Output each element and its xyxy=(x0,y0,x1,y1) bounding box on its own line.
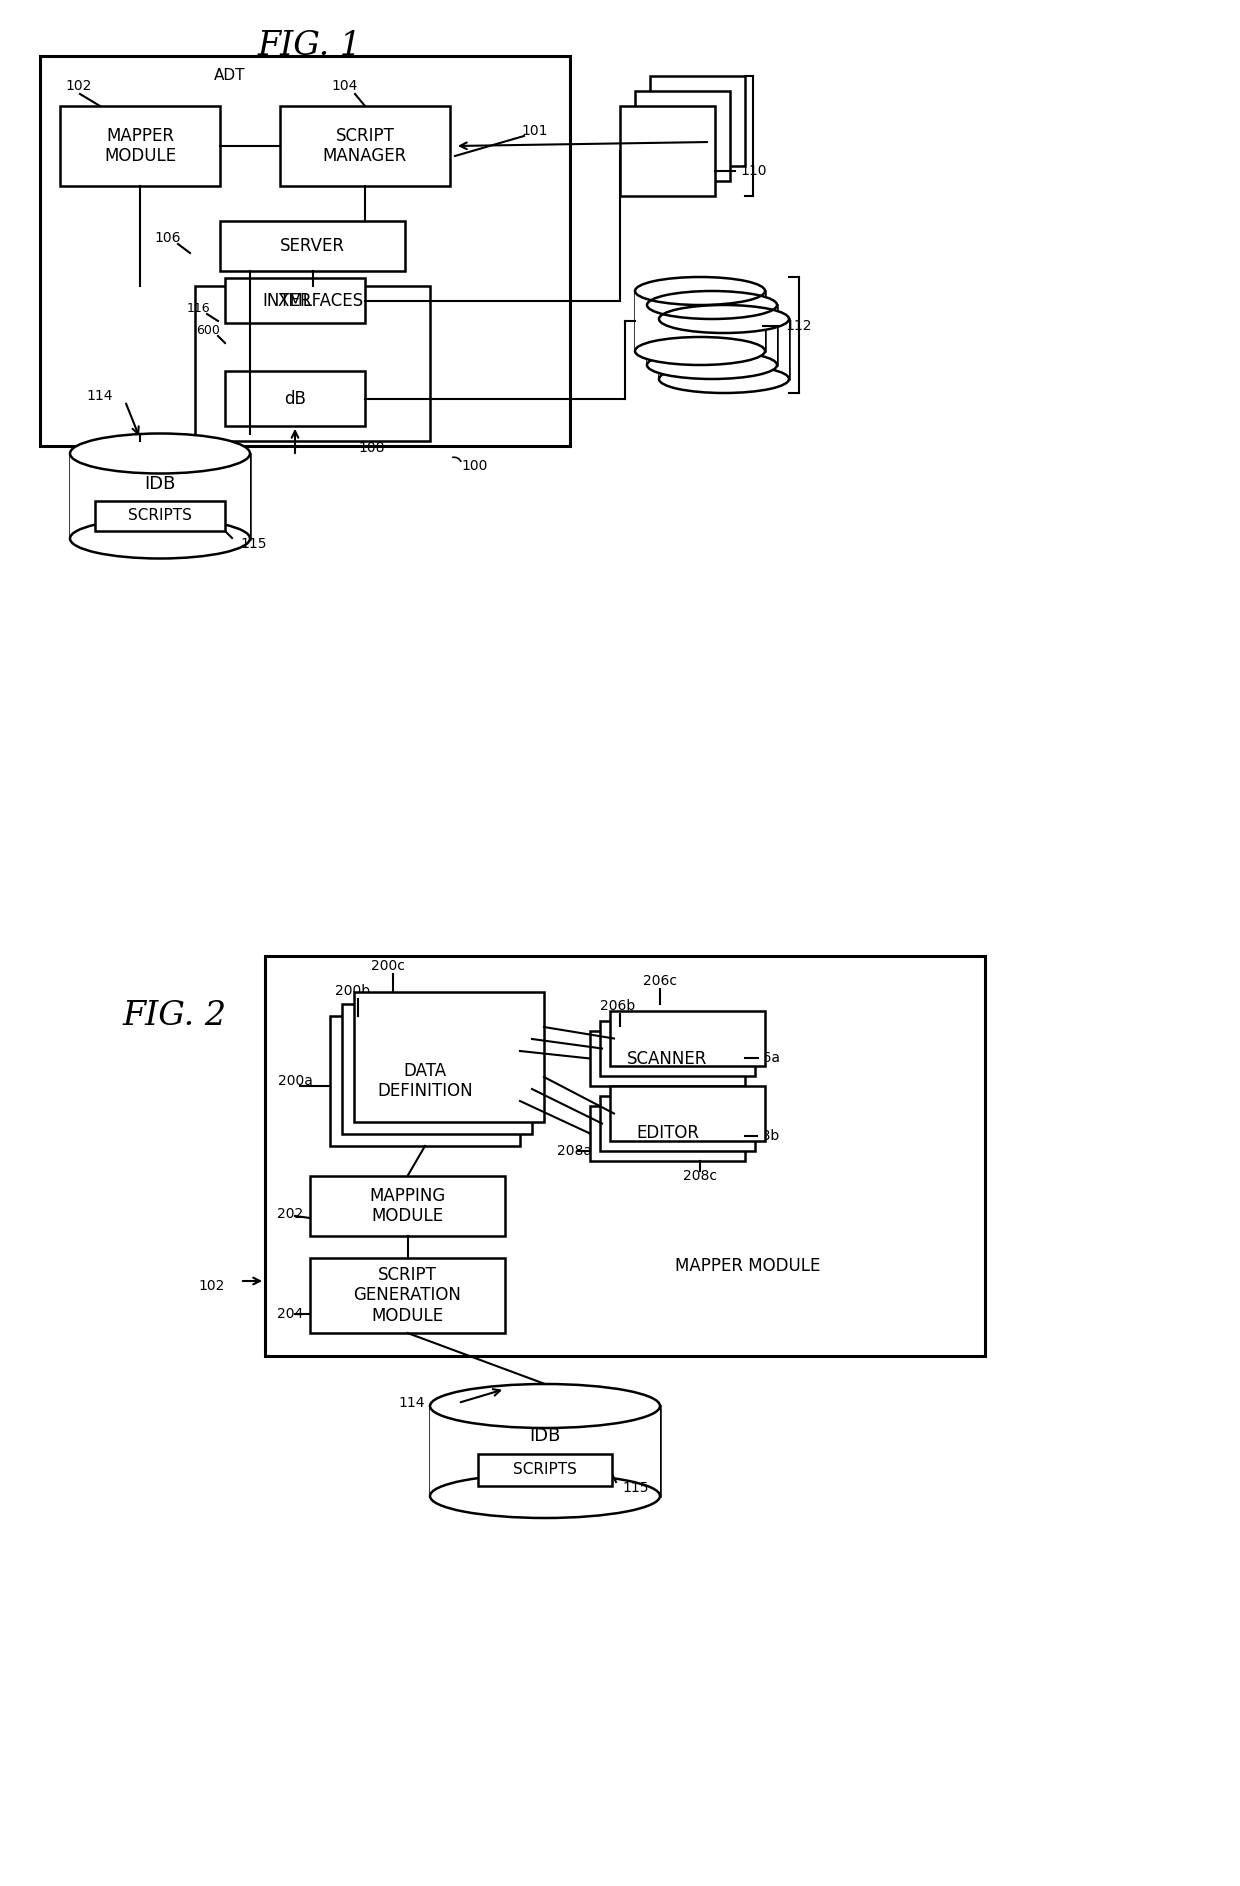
FancyBboxPatch shape xyxy=(590,1032,745,1086)
Text: 108: 108 xyxy=(358,441,386,455)
Text: 206a: 206a xyxy=(745,1051,780,1066)
Text: 116: 116 xyxy=(186,302,210,315)
Ellipse shape xyxy=(430,1475,660,1518)
Text: 208a: 208a xyxy=(557,1145,591,1158)
FancyBboxPatch shape xyxy=(658,319,789,379)
Ellipse shape xyxy=(430,1384,660,1428)
Ellipse shape xyxy=(647,290,777,319)
Text: 114: 114 xyxy=(87,389,113,404)
FancyBboxPatch shape xyxy=(647,306,777,366)
Text: SCRIPT
MANAGER: SCRIPT MANAGER xyxy=(322,126,407,166)
Text: XML: XML xyxy=(278,292,312,309)
FancyBboxPatch shape xyxy=(195,287,430,441)
FancyBboxPatch shape xyxy=(224,277,365,323)
Text: 112: 112 xyxy=(785,319,811,334)
Text: IDB: IDB xyxy=(529,1428,560,1445)
Text: 100: 100 xyxy=(461,458,489,473)
Text: 106: 106 xyxy=(155,230,181,245)
FancyBboxPatch shape xyxy=(40,57,570,445)
FancyBboxPatch shape xyxy=(635,91,730,181)
Text: dB: dB xyxy=(284,390,306,407)
Text: FIG. 1: FIG. 1 xyxy=(258,30,362,62)
Text: 104: 104 xyxy=(332,79,358,92)
FancyBboxPatch shape xyxy=(265,956,985,1356)
Text: 600: 600 xyxy=(196,324,219,338)
FancyBboxPatch shape xyxy=(310,1258,505,1333)
Text: 200c: 200c xyxy=(371,958,405,973)
Text: 206c: 206c xyxy=(644,973,677,988)
Text: 208b: 208b xyxy=(744,1130,780,1143)
Text: SCRIPTS: SCRIPTS xyxy=(128,509,192,524)
FancyBboxPatch shape xyxy=(330,1017,520,1147)
FancyBboxPatch shape xyxy=(610,1011,765,1066)
Text: INTERFACES: INTERFACES xyxy=(262,292,363,309)
FancyBboxPatch shape xyxy=(60,106,219,187)
Text: 102: 102 xyxy=(198,1279,224,1294)
FancyBboxPatch shape xyxy=(353,992,544,1122)
Ellipse shape xyxy=(69,434,250,473)
FancyBboxPatch shape xyxy=(342,1003,532,1133)
Text: MAPPER MODULE: MAPPER MODULE xyxy=(675,1256,820,1275)
Ellipse shape xyxy=(635,338,765,366)
Ellipse shape xyxy=(635,277,765,306)
Text: SCRIPTS: SCRIPTS xyxy=(513,1462,577,1477)
FancyBboxPatch shape xyxy=(430,1405,660,1496)
Text: MAPPING
MODULE: MAPPING MODULE xyxy=(370,1186,445,1226)
Text: 115: 115 xyxy=(622,1481,649,1496)
Ellipse shape xyxy=(658,366,789,392)
Text: 110: 110 xyxy=(740,164,766,177)
Text: SCRIPT
GENERATION
MODULE: SCRIPT GENERATION MODULE xyxy=(353,1266,461,1326)
FancyBboxPatch shape xyxy=(310,1177,505,1235)
Text: 204: 204 xyxy=(277,1307,303,1320)
Text: IDB: IDB xyxy=(144,475,176,492)
FancyBboxPatch shape xyxy=(590,1105,745,1162)
Ellipse shape xyxy=(69,519,250,558)
FancyBboxPatch shape xyxy=(610,1086,765,1141)
FancyBboxPatch shape xyxy=(95,502,224,532)
Text: SCANNER: SCANNER xyxy=(627,1049,708,1067)
FancyBboxPatch shape xyxy=(600,1020,755,1077)
FancyBboxPatch shape xyxy=(219,221,405,272)
Ellipse shape xyxy=(658,306,789,334)
Text: 202: 202 xyxy=(277,1207,303,1220)
Text: 115: 115 xyxy=(241,538,267,551)
FancyBboxPatch shape xyxy=(650,75,745,166)
FancyBboxPatch shape xyxy=(600,1096,755,1150)
Text: MAPPER
MODULE: MAPPER MODULE xyxy=(104,126,176,166)
FancyBboxPatch shape xyxy=(224,372,365,426)
Text: 114: 114 xyxy=(398,1396,425,1411)
Text: 200a: 200a xyxy=(278,1073,312,1088)
FancyBboxPatch shape xyxy=(477,1454,613,1486)
FancyBboxPatch shape xyxy=(620,106,715,196)
FancyBboxPatch shape xyxy=(635,290,765,351)
Ellipse shape xyxy=(647,351,777,379)
Text: SERVER: SERVER xyxy=(280,238,345,255)
FancyBboxPatch shape xyxy=(69,453,250,539)
Text: 206b: 206b xyxy=(600,1000,636,1013)
Text: ADT: ADT xyxy=(215,68,246,83)
Text: 200b: 200b xyxy=(336,984,371,998)
Text: EDITOR: EDITOR xyxy=(636,1124,699,1143)
Text: FIG. 2: FIG. 2 xyxy=(123,1000,227,1032)
Text: 208c: 208c xyxy=(683,1169,717,1183)
Text: DATA
DEFINITION: DATA DEFINITION xyxy=(377,1062,472,1100)
Text: 102: 102 xyxy=(64,79,92,92)
FancyBboxPatch shape xyxy=(280,106,450,187)
Text: 101: 101 xyxy=(522,124,548,138)
